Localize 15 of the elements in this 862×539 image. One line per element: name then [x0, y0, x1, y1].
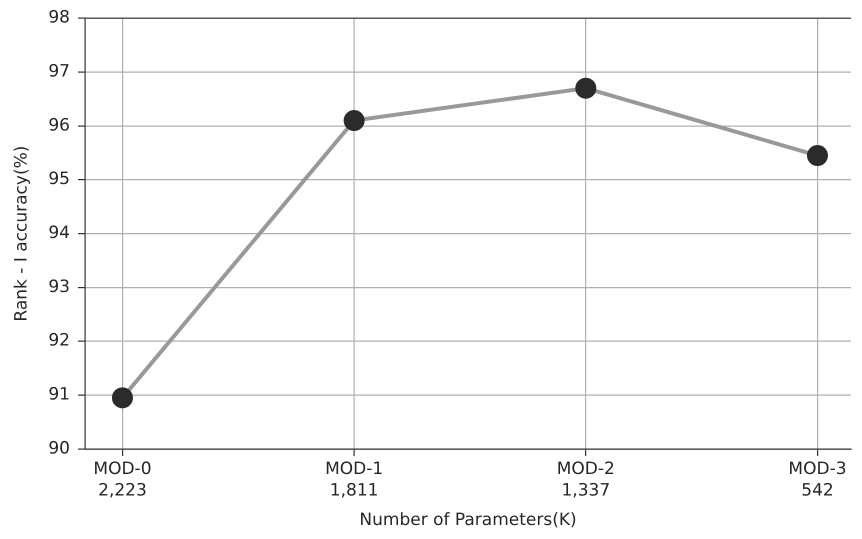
x-tick-label: MOD-3 542 — [788, 459, 847, 500]
y-axis-title: Rank - I accuracy(%) — [12, 146, 32, 322]
y-tick-label: 95 — [48, 169, 70, 190]
y-tick-label: 94 — [48, 223, 70, 244]
y-tick-label: 98 — [48, 8, 70, 28]
y-tick-label: 91 — [48, 384, 70, 405]
x-tick-label: MOD-1 1,811 — [325, 459, 384, 500]
x-tick-label: MOD-0 2,223 — [93, 459, 152, 500]
y-tick-label: 97 — [48, 61, 70, 82]
y-tick-label: 96 — [48, 115, 70, 136]
y-tick-label: 90 — [48, 438, 70, 458]
x-tick-label: MOD-2 1,337 — [556, 459, 615, 500]
y-tick-label: 92 — [48, 330, 70, 351]
x-axis-title: Number of Parameters(K) — [359, 510, 577, 530]
y-tick-label: 93 — [48, 276, 70, 297]
